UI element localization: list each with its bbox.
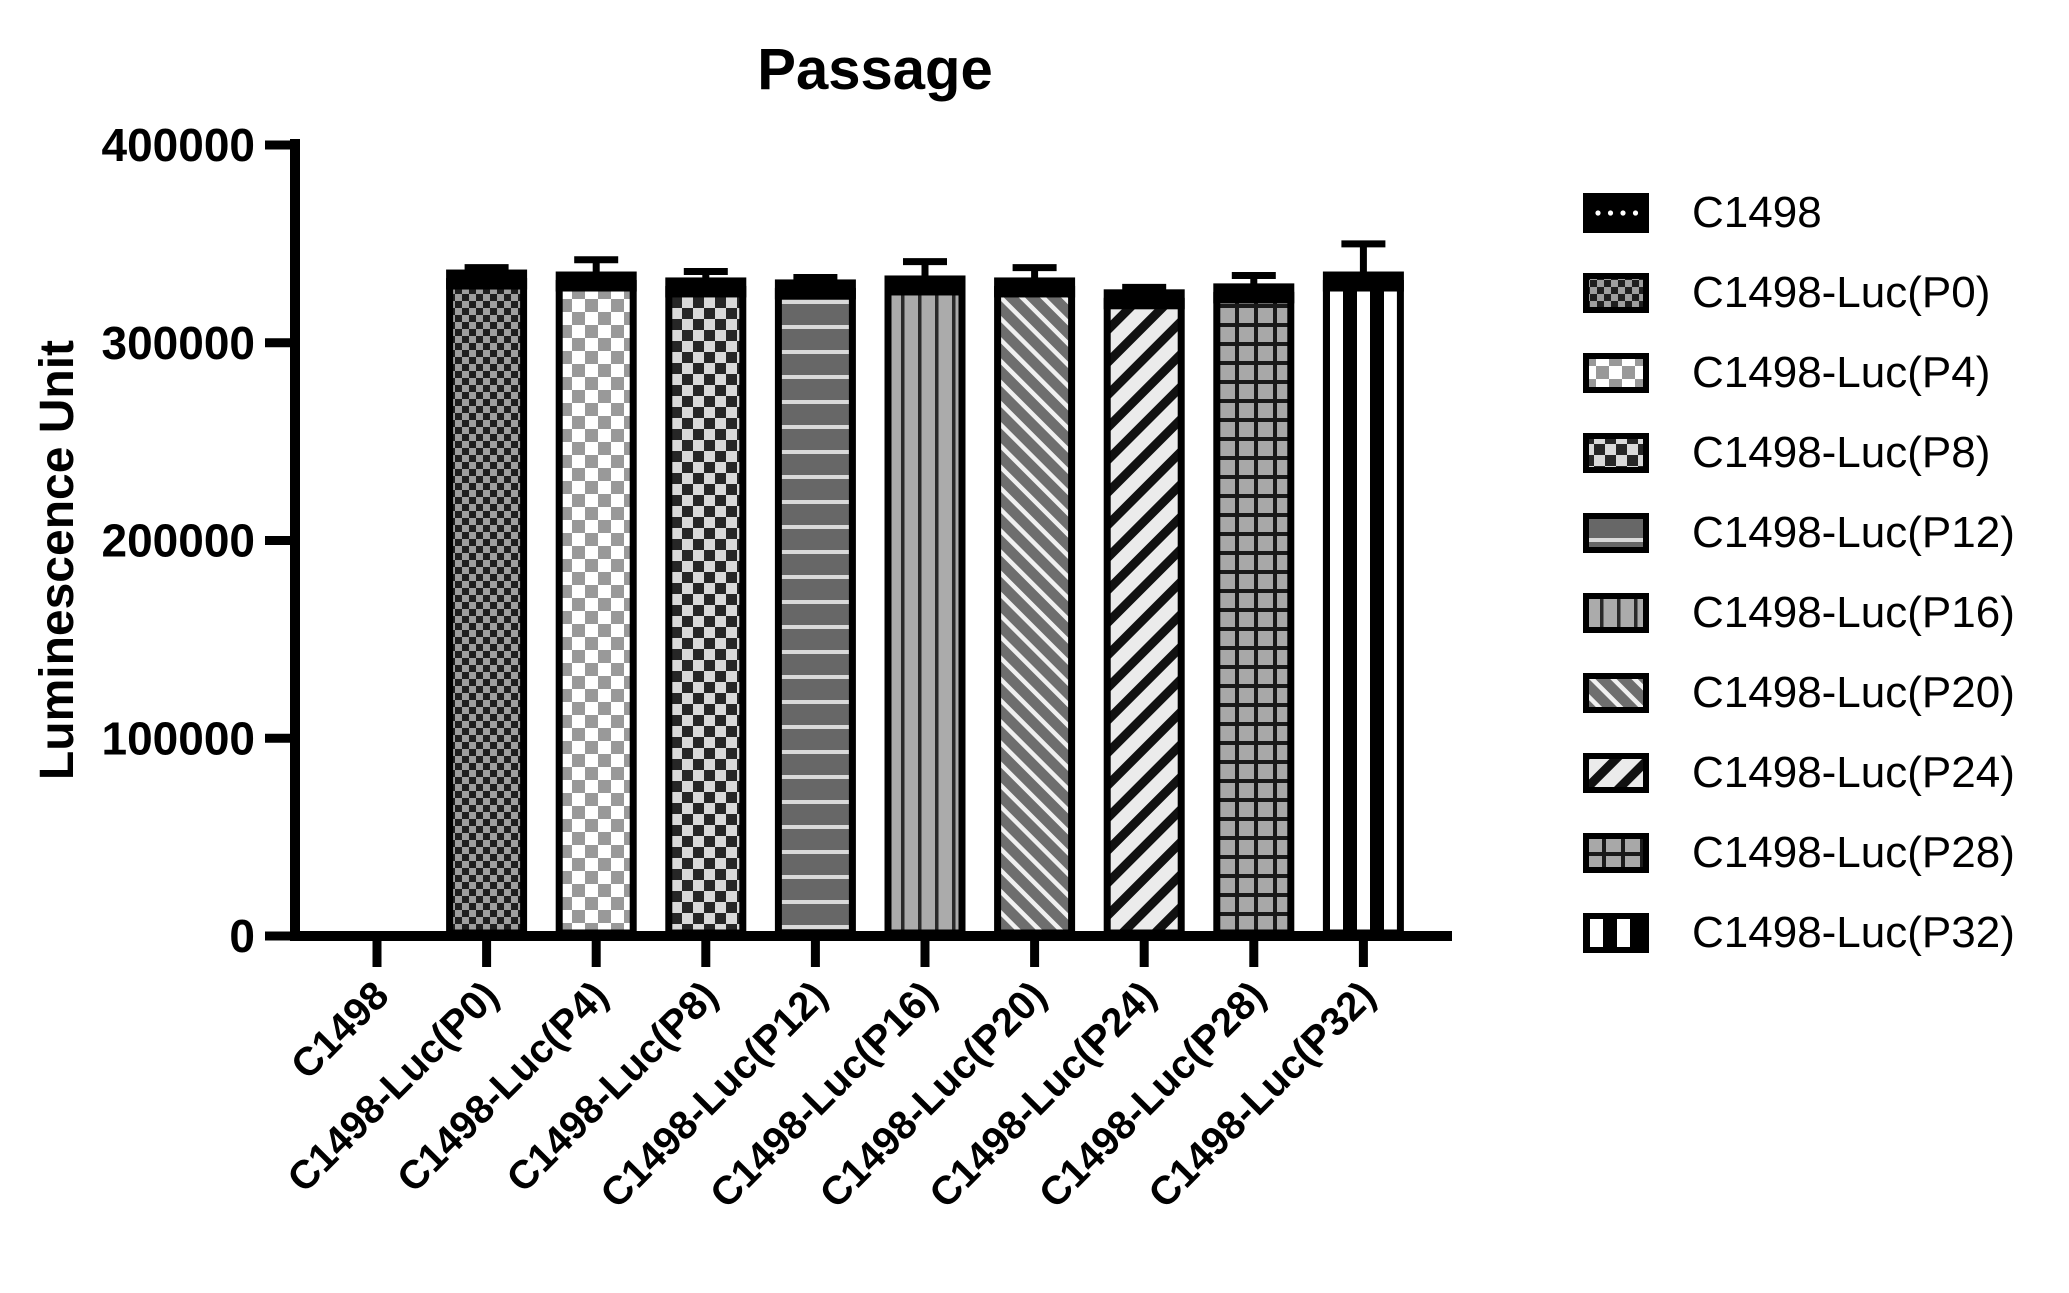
- legend-swatch-stripes-horizontal-icon: [1583, 513, 1649, 553]
- legend-label: C1498-Luc(P32): [1692, 908, 2015, 957]
- legend-swatch-checker-fine-dark-icon: [1583, 273, 1649, 313]
- legend-swatch-stripes-diagonal-down-icon: [1583, 673, 1649, 713]
- bar-cap: [884, 275, 966, 296]
- bar-body: [884, 283, 966, 937]
- bar-cap: [1213, 283, 1295, 304]
- legend-item-c1498-luc-p12: C1498-Luc(P12): [1583, 493, 2015, 573]
- axes-layer: [265, 139, 1452, 967]
- bar-cap: [994, 277, 1076, 298]
- bar-cap: [665, 277, 747, 298]
- legend-swatch-grid-squares-icon: [1583, 833, 1649, 873]
- bar-c1498-luc-p4: [555, 256, 637, 937]
- y-tick-label: 0: [229, 910, 255, 962]
- chart-plot-area: 0100000200000300000400000C1498C1498-Luc(…: [102, 119, 1452, 1217]
- bars-layer: [446, 240, 1404, 937]
- legend-item-c1498-luc-p16: C1498-Luc(P16): [1583, 573, 2015, 653]
- bar-c1498-luc-p0: [446, 264, 528, 937]
- y-tick-label: 100000: [102, 712, 256, 764]
- bar-body: [665, 285, 747, 937]
- legend-label: C1498: [1692, 188, 1822, 237]
- bar-body: [1322, 280, 1404, 937]
- legend-swatch-stripes-diagonal-up-icon: [1583, 753, 1649, 793]
- y-tick-label: 200000: [102, 515, 256, 567]
- bar-cap: [1322, 271, 1404, 292]
- bar-cap: [774, 279, 856, 300]
- chart-legend: C1498 C1498-Luc(P0) C1498-Luc(P4) C1498-Luc…: [1583, 173, 2015, 973]
- legend-item-c1498-luc-p20: C1498-Luc(P20): [1583, 653, 2015, 733]
- bar-c1498-luc-p28: [1213, 272, 1295, 937]
- bar-c1498-luc-p32: [1322, 240, 1404, 937]
- bar-body: [994, 285, 1076, 937]
- bar-cap: [446, 269, 528, 290]
- legend-item-c1498: C1498: [1583, 173, 2015, 253]
- legend-item-c1498-luc-p28: C1498-Luc(P28): [1583, 813, 2015, 893]
- legend-label: C1498-Luc(P24): [1692, 748, 2015, 797]
- y-tick-label: 400000: [102, 119, 256, 171]
- legend-swatch-dots-on-black-icon: [1583, 193, 1649, 233]
- legend-swatch-checker-white-gray-icon: [1583, 353, 1649, 393]
- legend-swatch-stripes-vertical-icon: [1583, 593, 1649, 633]
- bar-c1498-luc-p24: [1103, 283, 1185, 937]
- bar-body: [1213, 291, 1295, 937]
- legend-label: C1498-Luc(P0): [1692, 268, 1991, 317]
- legend-item-c1498-luc-p32: C1498-Luc(P32): [1583, 893, 2015, 973]
- legend-label: C1498-Luc(P12): [1692, 508, 2015, 557]
- legend-label: C1498-Luc(P8): [1692, 428, 1991, 477]
- legend-item-c1498-luc-p4: C1498-Luc(P4): [1583, 333, 2015, 413]
- legend-label: C1498-Luc(P4): [1692, 348, 1991, 397]
- bar-body: [555, 280, 637, 937]
- bar-body: [446, 278, 528, 937]
- chart-title: Passage: [757, 37, 993, 102]
- legend-swatch-checker-dark-light-icon: [1583, 433, 1649, 473]
- legend-item-c1498-luc-p0: C1498-Luc(P0): [1583, 253, 2015, 333]
- legend-item-c1498-luc-p24: C1498-Luc(P24): [1583, 733, 2015, 813]
- legend-label: C1498-Luc(P28): [1692, 828, 2015, 877]
- bar-c1498-luc-p8: [665, 268, 747, 937]
- legend-swatch-black-white-bands-icon: [1583, 913, 1649, 953]
- legend-label: C1498-Luc(P16): [1692, 588, 2015, 637]
- bar-cap: [555, 271, 637, 292]
- bar-body: [774, 287, 856, 937]
- legend-item-c1498-luc-p8: C1498-Luc(P8): [1583, 413, 2015, 493]
- legend-label: C1498-Luc(P20): [1692, 668, 2015, 717]
- bar-cap: [1103, 289, 1185, 310]
- bar-body: [1103, 297, 1185, 937]
- y-tick-label: 300000: [102, 317, 256, 369]
- bar-c1498-luc-p16: [884, 258, 966, 937]
- bar-c1498-luc-p12: [774, 273, 856, 937]
- bar-c1498-luc-p20: [994, 264, 1076, 937]
